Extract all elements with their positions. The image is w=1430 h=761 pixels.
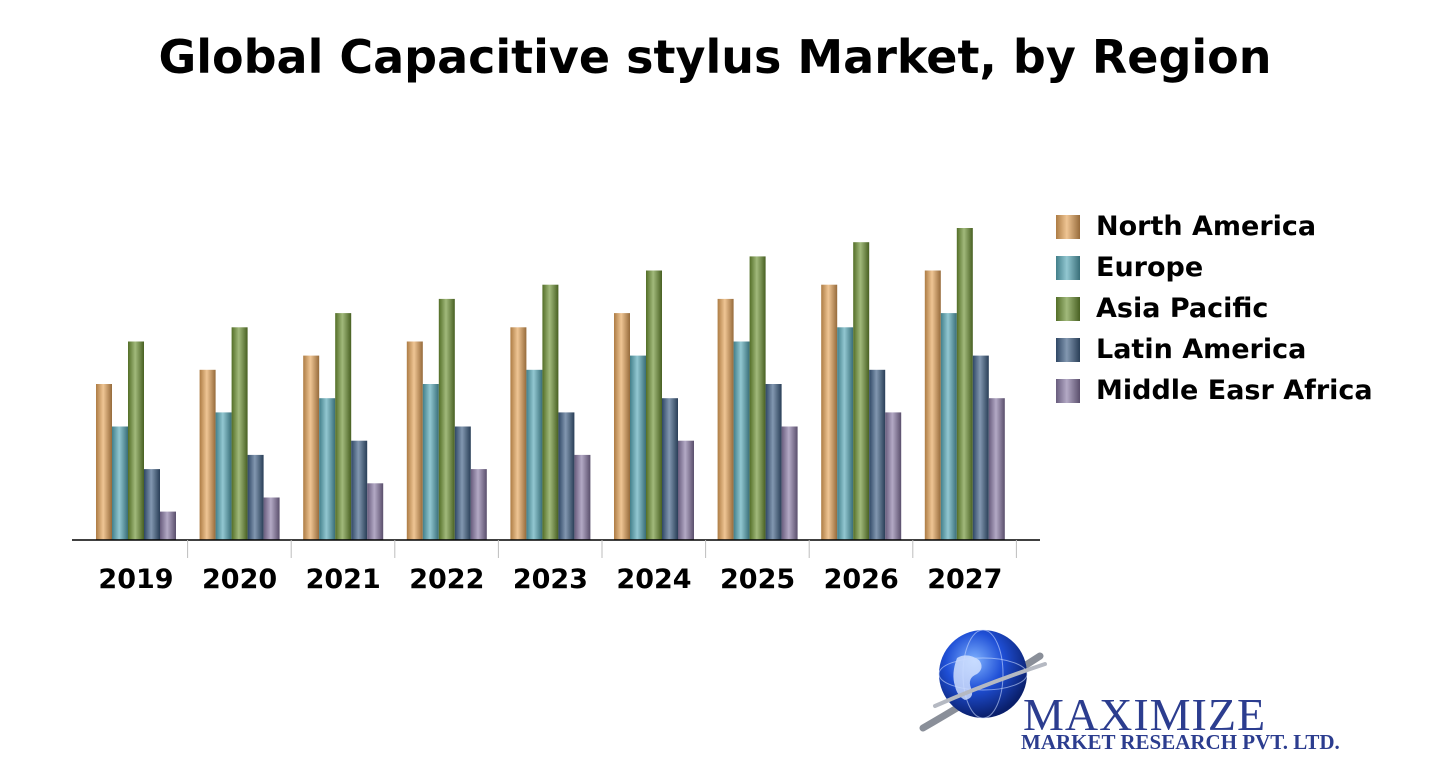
bar-europe-2020 bbox=[215, 412, 232, 540]
x-axis-labels: 2019 2020 2021 2022 2023 2024 2025 2026 2027 bbox=[98, 564, 1002, 595]
bar-asia-pacific-2024 bbox=[646, 270, 662, 540]
bar-north-america-2019 bbox=[96, 384, 112, 540]
x-tick-label: 2019 bbox=[98, 564, 173, 595]
bar-latin-america-2019 bbox=[144, 469, 160, 540]
bar-middle-easr-africa-2022 bbox=[470, 469, 487, 540]
bar-middle-easr-africa-2020 bbox=[263, 497, 280, 540]
bar-europe-2027 bbox=[940, 313, 957, 540]
logo-name: MAXIMIZE bbox=[1023, 689, 1267, 740]
legend-swatch bbox=[1056, 214, 1080, 239]
legend-item: Middle Easr Africa bbox=[1056, 370, 1373, 411]
bar-europe-2023 bbox=[526, 369, 543, 540]
bar-middle-easr-africa-2019 bbox=[160, 511, 176, 540]
bar-middle-easr-africa-2024 bbox=[678, 440, 694, 540]
x-tick-label: 2025 bbox=[720, 564, 795, 595]
bar-north-america-2021 bbox=[303, 355, 320, 540]
x-tick-label: 2026 bbox=[824, 564, 899, 595]
x-tick-label: 2022 bbox=[409, 564, 484, 595]
chart-title: Global Capacitive stylus Market, by Regi… bbox=[158, 30, 1272, 84]
bar-north-america-2024 bbox=[614, 313, 630, 540]
bar-latin-america-2027 bbox=[972, 355, 989, 540]
bar-middle-easr-africa-2025 bbox=[781, 426, 798, 540]
bar-europe-2022 bbox=[422, 384, 439, 540]
bar-asia-pacific-2023 bbox=[542, 284, 559, 540]
legend-item: North America bbox=[1056, 206, 1373, 247]
bar-latin-america-2020 bbox=[247, 454, 264, 540]
legend-swatch bbox=[1056, 337, 1080, 362]
bar-europe-2021 bbox=[319, 398, 336, 540]
x-tick-label: 2021 bbox=[306, 564, 381, 595]
bar-middle-easr-africa-2023 bbox=[574, 454, 591, 540]
bar-asia-pacific-2019 bbox=[128, 341, 144, 540]
bar-asia-pacific-2022 bbox=[438, 298, 455, 540]
bar-north-america-2022 bbox=[406, 341, 423, 540]
legend: North America Europe Asia Pacific Latin Ame… bbox=[1056, 206, 1373, 411]
legend-label: North America bbox=[1096, 211, 1317, 242]
legend-label: Asia Pacific bbox=[1096, 293, 1269, 324]
x-tick-label: 2024 bbox=[616, 564, 691, 595]
legend-label: Europe bbox=[1096, 252, 1204, 283]
bars-group bbox=[96, 228, 1005, 540]
bar-latin-america-2023 bbox=[558, 412, 575, 540]
legend-swatch bbox=[1056, 296, 1080, 321]
bar-north-america-2025 bbox=[717, 298, 734, 540]
bar-north-america-2020 bbox=[199, 369, 216, 540]
bar-latin-america-2022 bbox=[454, 426, 471, 540]
bar-europe-2024 bbox=[630, 355, 646, 540]
bar-asia-pacific-2025 bbox=[749, 256, 766, 540]
legend-item: Asia Pacific bbox=[1056, 288, 1373, 329]
company-logo: MAXIMIZE MARKET RESEARCH PVT. LTD. bbox=[915, 628, 1425, 758]
bar-asia-pacific-2027 bbox=[956, 228, 973, 540]
bar-north-america-2023 bbox=[510, 327, 527, 540]
legend-item: Europe bbox=[1056, 247, 1373, 288]
bar-north-america-2026 bbox=[821, 284, 838, 540]
bar-latin-america-2024 bbox=[662, 398, 678, 540]
logo-subtitle: MARKET RESEARCH PVT. LTD. bbox=[1021, 730, 1340, 754]
x-axis-ticks bbox=[187, 540, 1017, 558]
bar-asia-pacific-2026 bbox=[853, 242, 870, 540]
bar-middle-easr-africa-2027 bbox=[988, 398, 1005, 540]
bar-middle-easr-africa-2021 bbox=[367, 483, 384, 540]
bar-asia-pacific-2021 bbox=[335, 313, 352, 540]
legend-label: Latin America bbox=[1096, 334, 1307, 365]
bar-middle-easr-africa-2026 bbox=[885, 412, 902, 540]
legend-item: Latin America bbox=[1056, 329, 1373, 370]
bar-latin-america-2021 bbox=[351, 440, 368, 540]
bar-asia-pacific-2020 bbox=[231, 327, 248, 540]
legend-swatch bbox=[1056, 255, 1080, 280]
bar-latin-america-2026 bbox=[869, 369, 886, 540]
globe-icon bbox=[919, 629, 1047, 732]
bar-latin-america-2025 bbox=[765, 384, 782, 540]
bar-europe-2019 bbox=[112, 426, 128, 540]
bar-europe-2026 bbox=[837, 327, 854, 540]
x-tick-label: 2020 bbox=[202, 564, 277, 595]
x-tick-label: 2027 bbox=[927, 564, 1002, 595]
legend-swatch bbox=[1056, 378, 1080, 403]
legend-label: Middle Easr Africa bbox=[1096, 375, 1373, 406]
bar-europe-2025 bbox=[733, 341, 750, 540]
bar-north-america-2027 bbox=[924, 270, 941, 540]
x-tick-label: 2023 bbox=[513, 564, 588, 595]
